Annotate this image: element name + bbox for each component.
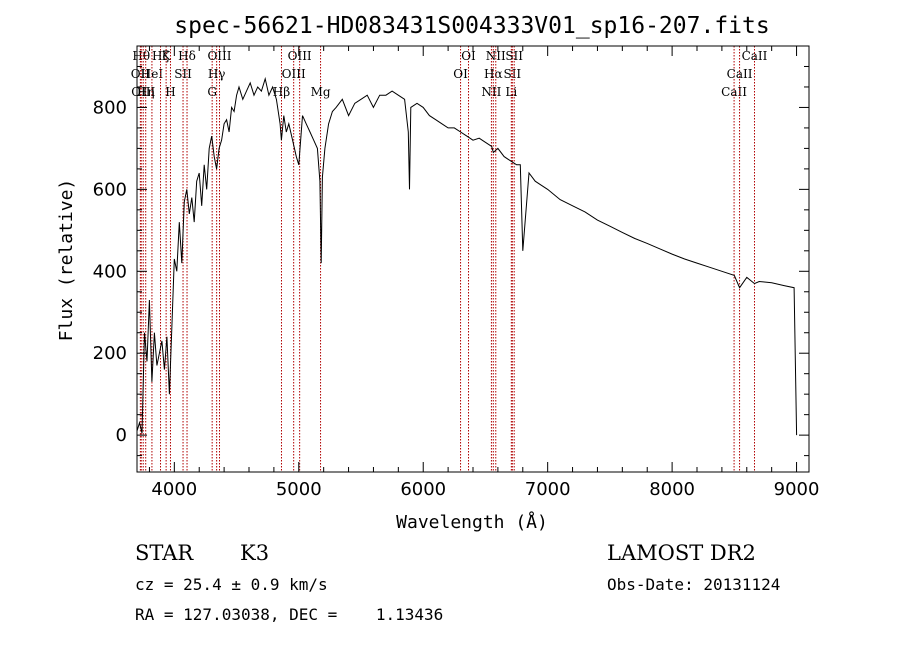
spectral-line-label: SII (174, 67, 192, 81)
y-tick-label: 800 (93, 97, 127, 118)
spectral-line-label: OI (453, 67, 468, 81)
object-subclass: K3 (240, 541, 269, 565)
spectral-line-label: NII (481, 85, 501, 99)
x-tick-label: 6000 (400, 479, 446, 500)
spectral-line-label: OIII (288, 49, 312, 63)
x-tick-label: 4000 (151, 479, 197, 500)
redshift-velocity: cz = 25.4 ± 0.9 km/s (135, 575, 328, 594)
spectral-line-label: K (162, 49, 172, 63)
spectral-line-label: Hδ (178, 49, 196, 63)
spectral-line-label: OIII (282, 67, 306, 81)
x-tick-label: 7000 (525, 479, 571, 500)
survey-name: LAMOST DR2 (607, 541, 756, 565)
spectral-line-label: H (165, 85, 175, 99)
spectral-line-label: Hζ (152, 49, 169, 63)
x-axis-label: Wavelength (Å) (396, 511, 548, 533)
spectral-line-label: Hα (484, 67, 503, 81)
spectral-line-label: Hθ (132, 49, 150, 63)
plot-frame (136, 45, 810, 473)
y-tick-label: 200 (93, 343, 127, 364)
y-axis: 0 200 400 600 800 (93, 65, 809, 457)
coordinates: RA = 127.03038, DEC = 1.13436 (135, 605, 443, 624)
spectral-line-label: HeI (141, 67, 164, 81)
spectral-line-label: Mg (311, 85, 331, 99)
x-tick-label: 9000 (774, 479, 820, 500)
spectral-line-label: OI (461, 49, 476, 63)
spectral-line-label: SII (505, 49, 523, 63)
spectral-line-label: CaII (727, 67, 753, 81)
y-tick-label: 400 (93, 261, 127, 282)
object-class: STAR (135, 541, 194, 565)
spectral-line-label: SII (503, 67, 521, 81)
spectral-line-label: CaII (742, 49, 768, 63)
spectral-line-label: Hη (137, 85, 155, 99)
y-tick-label: 600 (93, 179, 127, 200)
spectral-line-label: OIII (207, 49, 231, 63)
observation-date: Obs-Date: 20131124 (607, 575, 780, 594)
spectral-line-label: NII (486, 49, 506, 63)
x-axis: 4000 5000 6000 7000 8000 9000 (148, 46, 820, 500)
spectrum-line (136, 76, 798, 436)
y-tick-label: 0 (116, 425, 127, 446)
spectral-line-label: Hβ (273, 85, 290, 99)
x-tick-label: 8000 (649, 479, 695, 500)
chart-title: spec-56621-HD083431S004333V01_sp16-207.f… (174, 13, 769, 39)
spectral-line-label: G (207, 85, 217, 99)
line-marker-layer: HθOIIOIIIHηHeIHζKHSIIHδGHγOIIIHβOIIIOIII… (131, 46, 768, 472)
x-tick-label: 5000 (276, 479, 322, 500)
spectral-line-label: Li (505, 85, 517, 99)
y-axis-label: Flux (relative) (56, 179, 77, 342)
spectral-line-label: Hγ (208, 67, 226, 81)
spectral-line-label: CaII (721, 85, 747, 99)
